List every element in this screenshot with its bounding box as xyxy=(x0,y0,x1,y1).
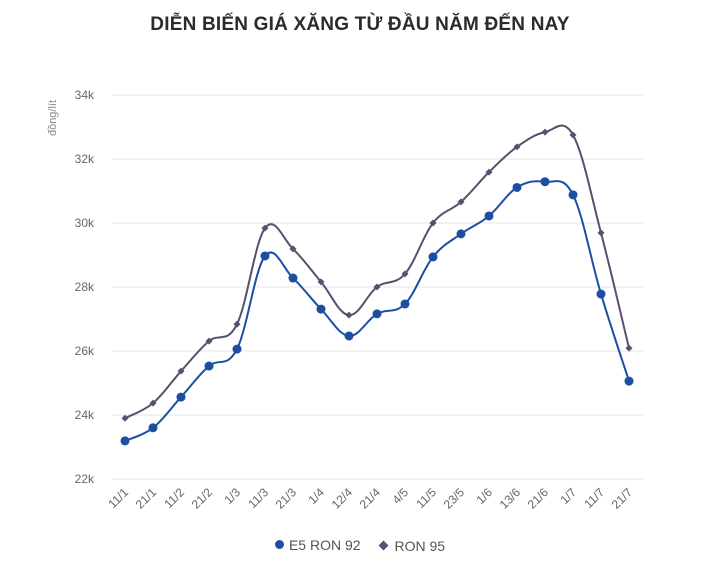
data-point-circle[interactable] xyxy=(288,273,298,283)
x-tick-label: 13/6 xyxy=(497,485,524,512)
data-point-diamond[interactable] xyxy=(541,128,549,136)
data-point-diamond[interactable] xyxy=(513,143,521,151)
x-tick-label: 21/1 xyxy=(133,485,160,512)
series-lines xyxy=(120,124,634,446)
data-point-circle[interactable] xyxy=(624,376,634,386)
y-tick-label: 26k xyxy=(75,344,95,358)
legend-item-e5[interactable]: E5 RON 92 xyxy=(274,536,361,553)
data-point-diamond[interactable] xyxy=(597,229,605,237)
circle-marker-icon xyxy=(274,540,284,549)
data-point-diamond[interactable] xyxy=(317,278,325,286)
chart-title: DIỄN BIẾN GIÁ XĂNG TỪ ĐẦU NĂM ĐẾN NAY xyxy=(150,14,570,35)
data-point-circle[interactable] xyxy=(512,182,522,192)
data-point-diamond[interactable] xyxy=(261,224,269,232)
data-point-circle[interactable] xyxy=(204,361,214,371)
y-tick-label: 34k xyxy=(75,88,95,102)
data-point-circle[interactable] xyxy=(176,392,186,402)
data-point-circle[interactable] xyxy=(484,211,494,221)
legend-item-ron95[interactable]: RON 95 xyxy=(379,537,446,554)
data-point-diamond[interactable] xyxy=(373,283,381,291)
x-tick-label: 11/7 xyxy=(581,485,607,511)
data-point-circle[interactable] xyxy=(428,252,438,262)
x-tick-label: 1/3 xyxy=(221,485,243,507)
data-point-diamond[interactable] xyxy=(289,245,297,253)
legend-label-e5: E5 RON 92 xyxy=(288,536,361,553)
x-tick-label: 12/4 xyxy=(329,485,356,512)
x-tick-label: 23/5 xyxy=(441,485,468,512)
y-axis-ticks: 22k 24k 26k 28k 30k 32k 34k xyxy=(75,88,95,486)
y-tick-label: 32k xyxy=(75,152,95,166)
data-point-circle[interactable] xyxy=(316,304,326,314)
x-tick-label: 11/5 xyxy=(413,485,439,511)
data-point-circle[interactable] xyxy=(232,344,242,354)
legend-label-ron95: RON 95 xyxy=(394,537,446,554)
data-point-diamond[interactable] xyxy=(121,414,129,422)
x-tick-label: 21/4 xyxy=(357,485,384,512)
x-tick-label: 1/6 xyxy=(473,485,495,507)
data-point-circle[interactable] xyxy=(148,423,158,433)
data-point-circle[interactable] xyxy=(372,309,382,319)
data-point-diamond[interactable] xyxy=(457,198,465,206)
data-point-diamond[interactable] xyxy=(177,367,185,375)
data-point-diamond[interactable] xyxy=(569,131,577,139)
x-tick-label: 21/7 xyxy=(609,485,636,512)
y-tick-label: 28k xyxy=(75,280,95,294)
y-tick-label: 22k xyxy=(75,472,95,486)
y-axis-label: đồng/lít xyxy=(47,100,59,136)
data-point-diamond[interactable] xyxy=(485,168,493,176)
data-point-circle[interactable] xyxy=(120,436,130,446)
x-tick-label: 4/5 xyxy=(389,485,411,507)
diamond-marker-icon xyxy=(379,540,389,551)
data-point-circle[interactable] xyxy=(456,229,466,239)
data-point-diamond[interactable] xyxy=(149,399,157,407)
y-tick-label: 24k xyxy=(75,408,95,422)
x-tick-label: 11/3 xyxy=(245,485,271,511)
x-tick-label: 11/2 xyxy=(161,485,187,511)
x-tick-label: 1/7 xyxy=(557,485,579,507)
data-point-circle[interactable] xyxy=(596,289,606,299)
data-point-circle[interactable] xyxy=(260,251,270,261)
x-axis-ticks: 11/1 21/1 11/2 21/2 1/3 11/3 21/3 1/4 12/4 21/4 4/… xyxy=(105,485,635,512)
data-point-circle[interactable] xyxy=(540,177,550,187)
x-tick-label: 11/1 xyxy=(105,485,131,511)
data-point-diamond[interactable] xyxy=(233,320,241,328)
data-point-circle[interactable] xyxy=(344,331,354,341)
data-point-diamond[interactable] xyxy=(401,270,409,278)
x-tick-label: 1/4 xyxy=(305,485,327,507)
x-tick-label: 21/6 xyxy=(525,485,552,512)
data-point-diamond[interactable] xyxy=(205,337,213,345)
y-tick-label: 30k xyxy=(75,216,95,230)
data-point-diamond[interactable] xyxy=(429,219,437,227)
data-point-circle[interactable] xyxy=(568,190,578,200)
data-point-diamond[interactable] xyxy=(625,344,633,352)
legend: E5 RON 92 RON 95 xyxy=(0,536,720,554)
data-point-circle[interactable] xyxy=(400,299,410,309)
data-point-diamond[interactable] xyxy=(345,311,353,319)
x-tick-label: 21/3 xyxy=(273,485,300,512)
x-tick-label: 21/2 xyxy=(189,485,216,512)
